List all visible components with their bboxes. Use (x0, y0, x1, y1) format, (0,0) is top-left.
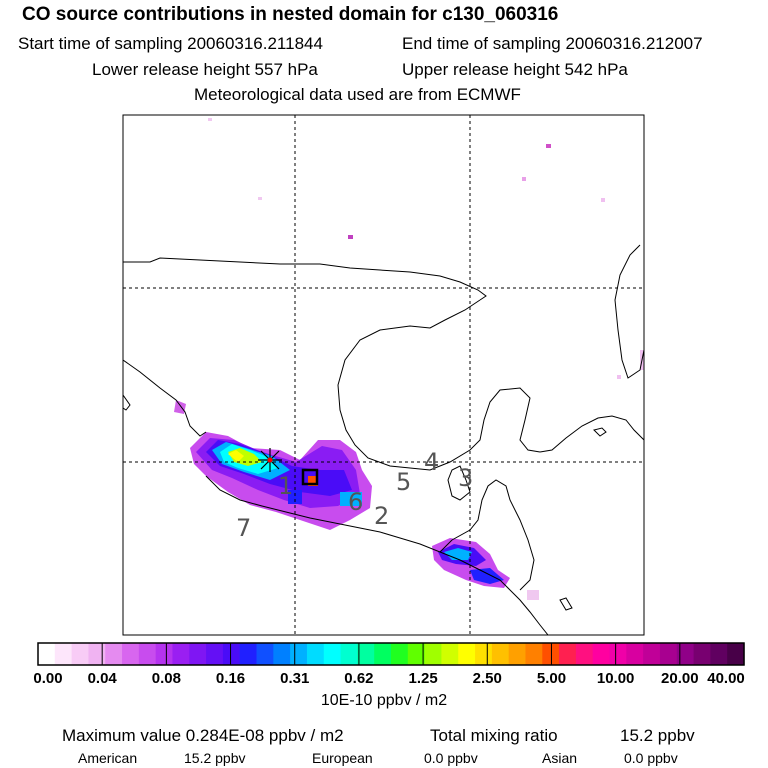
track-label-7: 7 (236, 514, 251, 542)
color-swatch (206, 643, 224, 665)
lat-lon-grid (123, 115, 644, 635)
color-swatch (559, 643, 577, 665)
mexico-plume (174, 400, 372, 530)
color-swatch (340, 643, 358, 665)
color-swatch (290, 643, 308, 665)
color-swatch (323, 643, 342, 665)
track-label-1: 1 (278, 472, 293, 500)
maximum-value: Maximum value 0.284E-08 ppbv / m2 (62, 726, 344, 745)
color-swatch (357, 643, 375, 665)
color-swatch (306, 643, 325, 665)
color-swatch (508, 643, 527, 665)
color-scale-tick-label: 2.50 (472, 670, 502, 687)
start-time: Start time of sampling 20060316.211844 (18, 34, 323, 53)
color-swatch (391, 643, 409, 665)
color-scale-tick-label: 0.62 (344, 670, 374, 687)
color-swatch (626, 643, 644, 665)
units-label: 10E-10 ppbv / m2 (320, 692, 448, 709)
plot-title: CO source contributions in nested domain… (22, 4, 559, 25)
color-swatch (88, 643, 106, 665)
asian-label: Asian (542, 750, 578, 766)
american-value: 15.2 ppbv (184, 750, 246, 766)
color-swatch (575, 643, 594, 665)
track-label-4: 4 (424, 448, 439, 476)
color-scale-tick-label: 40.00 (707, 670, 745, 687)
color-swatch (122, 643, 140, 665)
european-label: European (312, 750, 373, 766)
color-scale-tick-label: 0.00 (33, 670, 63, 687)
color-swatch (710, 643, 728, 665)
color-swatch (676, 643, 695, 665)
color-swatch (256, 643, 274, 665)
color-scale-tick-label: 0.08 (151, 670, 181, 687)
total-mixing-value: 15.2 ppbv (620, 726, 695, 745)
color-swatch (424, 643, 443, 665)
color-swatch (273, 643, 291, 665)
color-scale-tick-label: 20.00 (661, 670, 699, 687)
star-icon (258, 448, 282, 472)
american-label: American (78, 750, 138, 766)
color-scale-tick-label: 0.16 (215, 670, 246, 687)
color-swatch (491, 643, 510, 665)
met-data-source: Meteorological data used are from ECMWF (194, 85, 521, 104)
color-swatch (172, 643, 190, 665)
color-swatch (138, 643, 157, 665)
color-swatch (155, 643, 174, 665)
color-swatch (71, 643, 90, 665)
total-mixing-label: Total mixing ratio (430, 726, 558, 745)
track-label-2: 2 (374, 502, 389, 530)
lower-release-height: Lower release height 557 hPa (92, 60, 318, 79)
central-america-plume (432, 538, 510, 588)
color-scale-tick-label: 0.31 (280, 670, 310, 687)
color-swatch (441, 643, 459, 665)
track-label-6: 6 (348, 488, 363, 516)
asian-value: 0.0 ppbv (624, 750, 678, 766)
color-scale-tick-label: 5.00 (536, 670, 567, 687)
upper-release-height: Upper release height 542 hPa (402, 60, 628, 79)
color-swatch (222, 643, 241, 665)
sparse-plume-dots (208, 118, 644, 600)
color-swatch (693, 643, 711, 665)
color-swatch (54, 643, 73, 665)
color-swatch (659, 643, 678, 665)
color-swatch (105, 643, 123, 665)
color-scale-bar (38, 643, 745, 665)
color-swatch (458, 643, 476, 665)
color-swatch (239, 643, 258, 665)
color-swatch (727, 643, 745, 665)
color-swatch (189, 643, 207, 665)
color-swatch (407, 643, 426, 665)
european-value: 0.0 ppbv (424, 750, 478, 766)
color-scale-tick-label: 1.25 (408, 670, 438, 687)
color-swatch (643, 643, 661, 665)
end-time: End time of sampling 20060316.212007 (402, 34, 703, 53)
coastlines (123, 244, 644, 635)
color-swatch (38, 643, 56, 665)
color-swatch (475, 643, 493, 665)
map-frame (122, 114, 645, 636)
square-icon (301, 468, 319, 486)
color-scale-tick-label: 0.04 (87, 670, 117, 687)
color-scale-tick-label: 10.00 (596, 670, 635, 687)
track-label-3: 3 (458, 464, 473, 492)
color-scale-frame (37, 642, 745, 666)
color-swatch (525, 643, 543, 665)
track-label-5: 5 (396, 468, 411, 496)
color-swatch (609, 643, 627, 665)
color-swatch (374, 643, 392, 665)
color-swatch (592, 643, 611, 665)
